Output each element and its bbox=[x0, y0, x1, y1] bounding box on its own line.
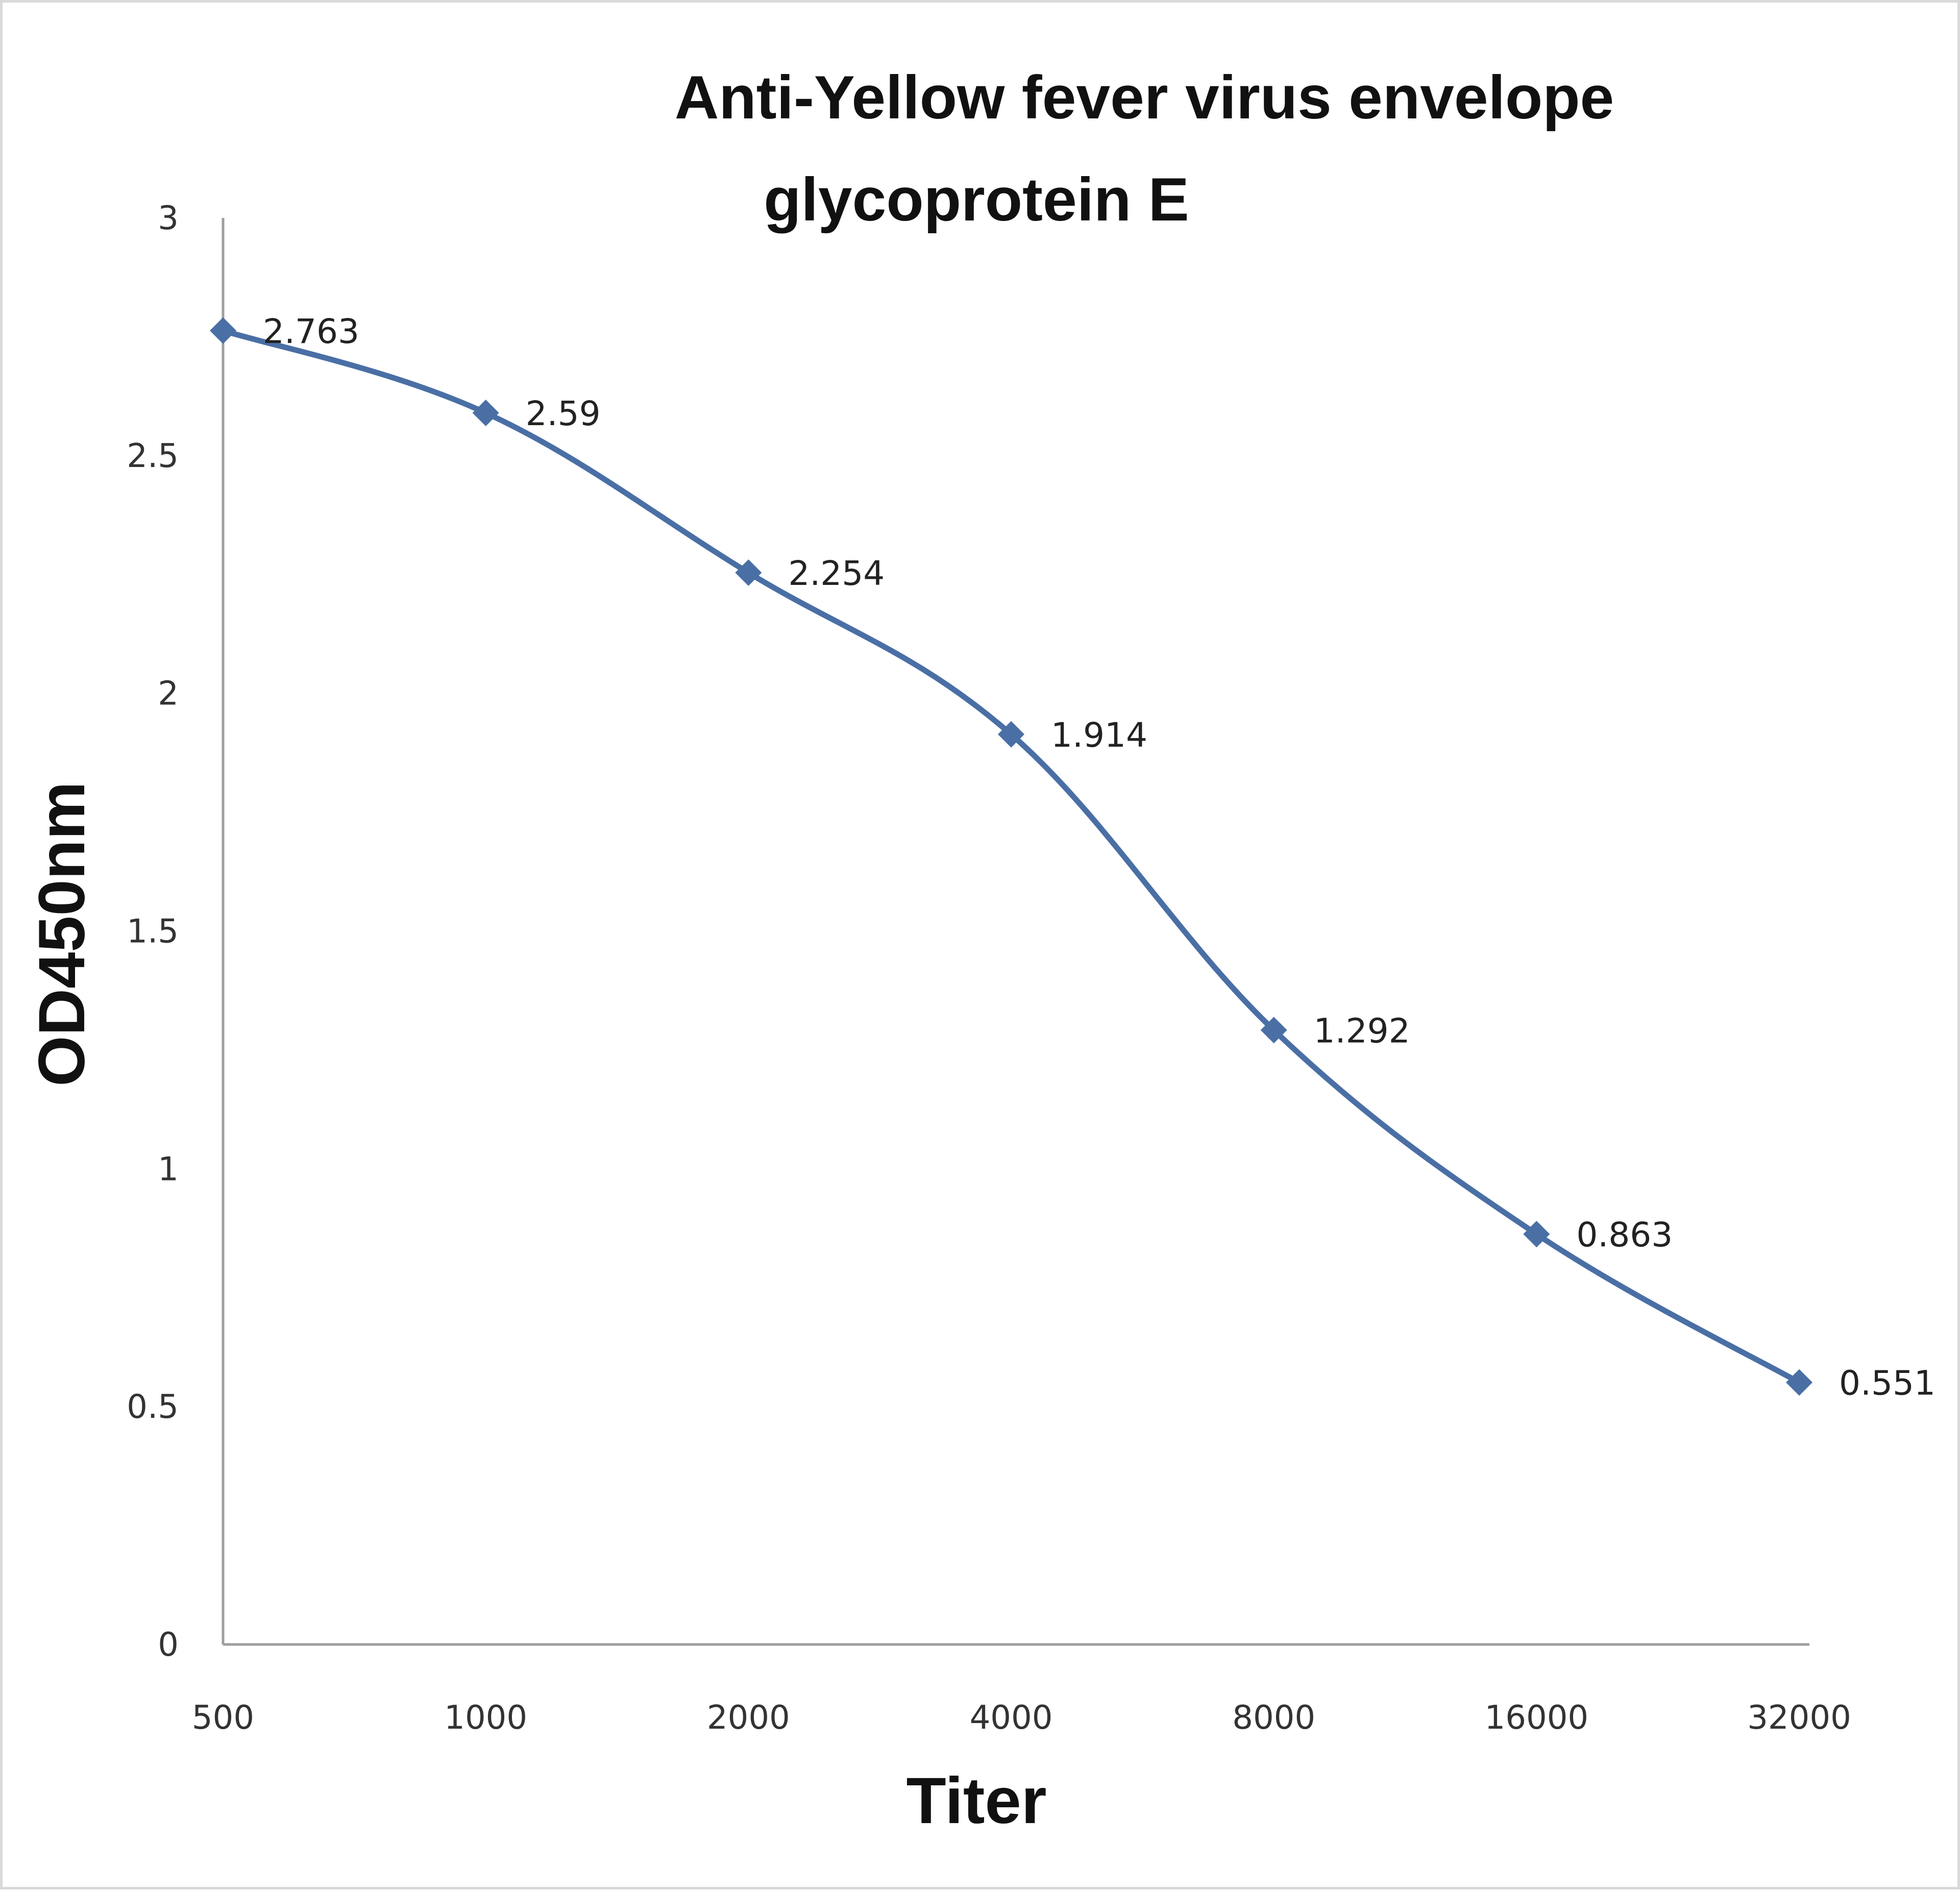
y-tick-label: 1 bbox=[158, 1150, 179, 1188]
line-chart: Anti-Yellow fever virus envelope glycopr… bbox=[26, 63, 1935, 1837]
x-tick-labels: 500 1000 2000 4000 8000 16000 32000 bbox=[192, 1699, 1851, 1737]
data-marker bbox=[210, 317, 236, 344]
data-markers bbox=[210, 317, 1812, 1396]
data-label: 2.59 bbox=[526, 394, 601, 433]
data-label: 0.551 bbox=[1839, 1364, 1935, 1403]
data-marker bbox=[472, 399, 499, 426]
y-tick-labels: 0 0.5 1 1.5 2 2.5 3 bbox=[127, 200, 179, 1664]
data-marker bbox=[1260, 1017, 1287, 1044]
data-label: 2.763 bbox=[263, 312, 359, 351]
data-marker bbox=[1786, 1369, 1812, 1396]
y-tick-label: 3 bbox=[158, 200, 179, 237]
series-line bbox=[220, 328, 1802, 1386]
data-label: 1.914 bbox=[1051, 716, 1147, 755]
x-tick-label: 16000 bbox=[1485, 1699, 1589, 1737]
x-tick-label: 2000 bbox=[707, 1699, 790, 1737]
chart-title-line-2: glycoprotein E bbox=[764, 165, 1189, 234]
data-label: 0.863 bbox=[1576, 1215, 1673, 1255]
y-tick-label: 0 bbox=[158, 1626, 179, 1664]
data-marker bbox=[1523, 1220, 1550, 1247]
y-tick-label: 1.5 bbox=[127, 913, 179, 951]
x-axis-title: Titer bbox=[906, 1764, 1046, 1837]
data-labels: 2.763 2.59 2.254 1.914 1.292 0.863 0.551 bbox=[263, 312, 1935, 1403]
y-tick-label: 2.5 bbox=[127, 437, 179, 475]
chart-title-line-1: Anti-Yellow fever virus envelope bbox=[675, 63, 1614, 132]
x-tick-label: 1000 bbox=[444, 1699, 527, 1737]
y-axis-title: OD450nm bbox=[26, 781, 99, 1087]
data-label: 1.292 bbox=[1314, 1011, 1410, 1050]
data-marker bbox=[735, 559, 762, 586]
data-marker bbox=[998, 721, 1024, 748]
x-tick-label: 8000 bbox=[1232, 1699, 1315, 1737]
data-label: 2.254 bbox=[788, 554, 885, 593]
x-tick-label: 32000 bbox=[1747, 1699, 1851, 1737]
x-tick-label: 500 bbox=[192, 1699, 254, 1737]
y-tick-label: 2 bbox=[158, 675, 179, 713]
y-tick-label: 0.5 bbox=[127, 1388, 179, 1426]
x-tick-label: 4000 bbox=[970, 1699, 1053, 1737]
